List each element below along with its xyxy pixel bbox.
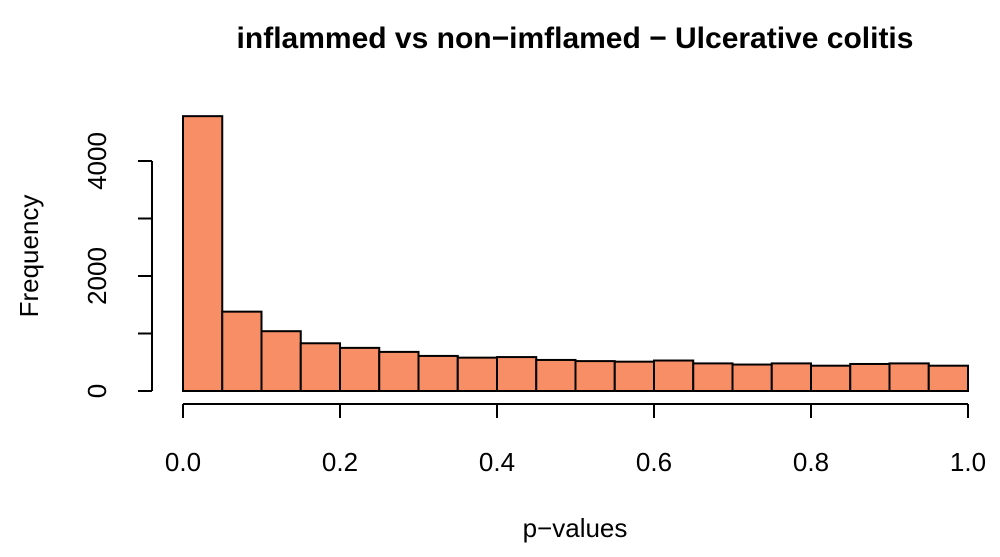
histogram-bar-11 (613, 360, 655, 392)
y-axis-label: Frequency (14, 195, 44, 318)
histogram-bar-18 (888, 362, 930, 392)
histogram-bar-15 (770, 362, 812, 392)
x-tick-label: 0.2 (322, 447, 358, 477)
histogram-bar-6 (417, 354, 459, 392)
x-axis-label: p−values (523, 513, 628, 543)
histogram-bar-0 (182, 115, 224, 393)
x-tick-label: 0.0 (165, 447, 201, 477)
histogram-bar-12 (653, 359, 695, 392)
x-tick-label: 1.0 (950, 447, 986, 477)
histogram-bar-16 (810, 364, 852, 393)
histogram-bar-10 (574, 360, 616, 393)
y-tick-label: 0 (82, 384, 112, 398)
x-axis: 0.0 0.2 0.4 0.6 0.8 1.0 (165, 403, 986, 477)
histogram-bar-13 (692, 362, 734, 392)
x-tick-label: 0.4 (479, 447, 515, 477)
y-tick-label: 2000 (82, 247, 112, 305)
x-tick-label: 0.8 (793, 447, 829, 477)
histogram-bar-14 (731, 363, 773, 392)
histogram-bar-2 (260, 330, 302, 393)
histogram-bar-8 (496, 356, 538, 393)
y-tick-label: 4000 (82, 132, 112, 190)
chart-title: inflammed vs non−imflamed − Ulcerative c… (237, 22, 914, 55)
histogram-bar-1 (221, 310, 263, 392)
histogram-bars (182, 115, 969, 393)
histogram-bar-7 (456, 356, 498, 392)
histogram-bar-3 (299, 342, 341, 392)
y-axis: 0 2000 4000 (82, 132, 153, 398)
histogram-bar-4 (339, 346, 381, 392)
histogram-bar-9 (535, 358, 577, 393)
x-tick-label: 0.6 (636, 447, 672, 477)
histogram-bar-19 (927, 364, 969, 393)
histogram-bar-17 (849, 362, 891, 393)
histogram-bar-5 (378, 350, 420, 392)
